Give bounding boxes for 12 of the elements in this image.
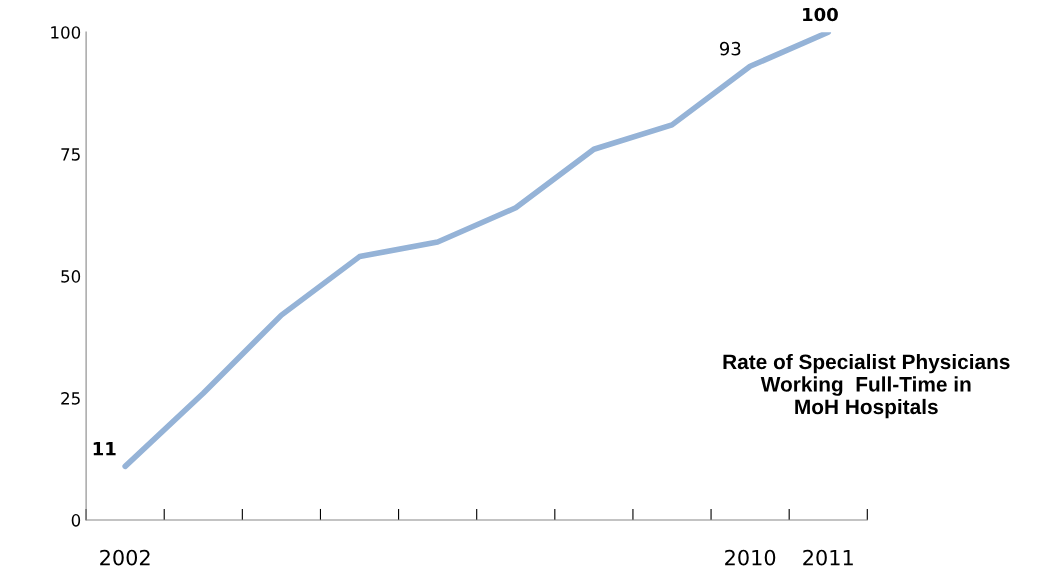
y-tick-label: 0 bbox=[71, 514, 81, 527]
y-tick-label: 25 bbox=[61, 392, 80, 405]
data-label: 100 bbox=[803, 7, 838, 22]
annotation: Rate of Specialist Physicians Working Full-Time in MoH Hospitals bbox=[723, 353, 1010, 419]
x-tick-label: 2011 bbox=[803, 549, 853, 566]
x-tick-label: 2002 bbox=[100, 549, 150, 566]
x-tick-label: 2010 bbox=[725, 549, 776, 566]
data-label: 93 bbox=[719, 41, 741, 56]
y-tick-label: 75 bbox=[61, 148, 80, 161]
y-tick-label: 50 bbox=[61, 270, 81, 283]
data-label: 11 bbox=[93, 442, 116, 456]
y-tick-label: 100 bbox=[51, 26, 81, 39]
